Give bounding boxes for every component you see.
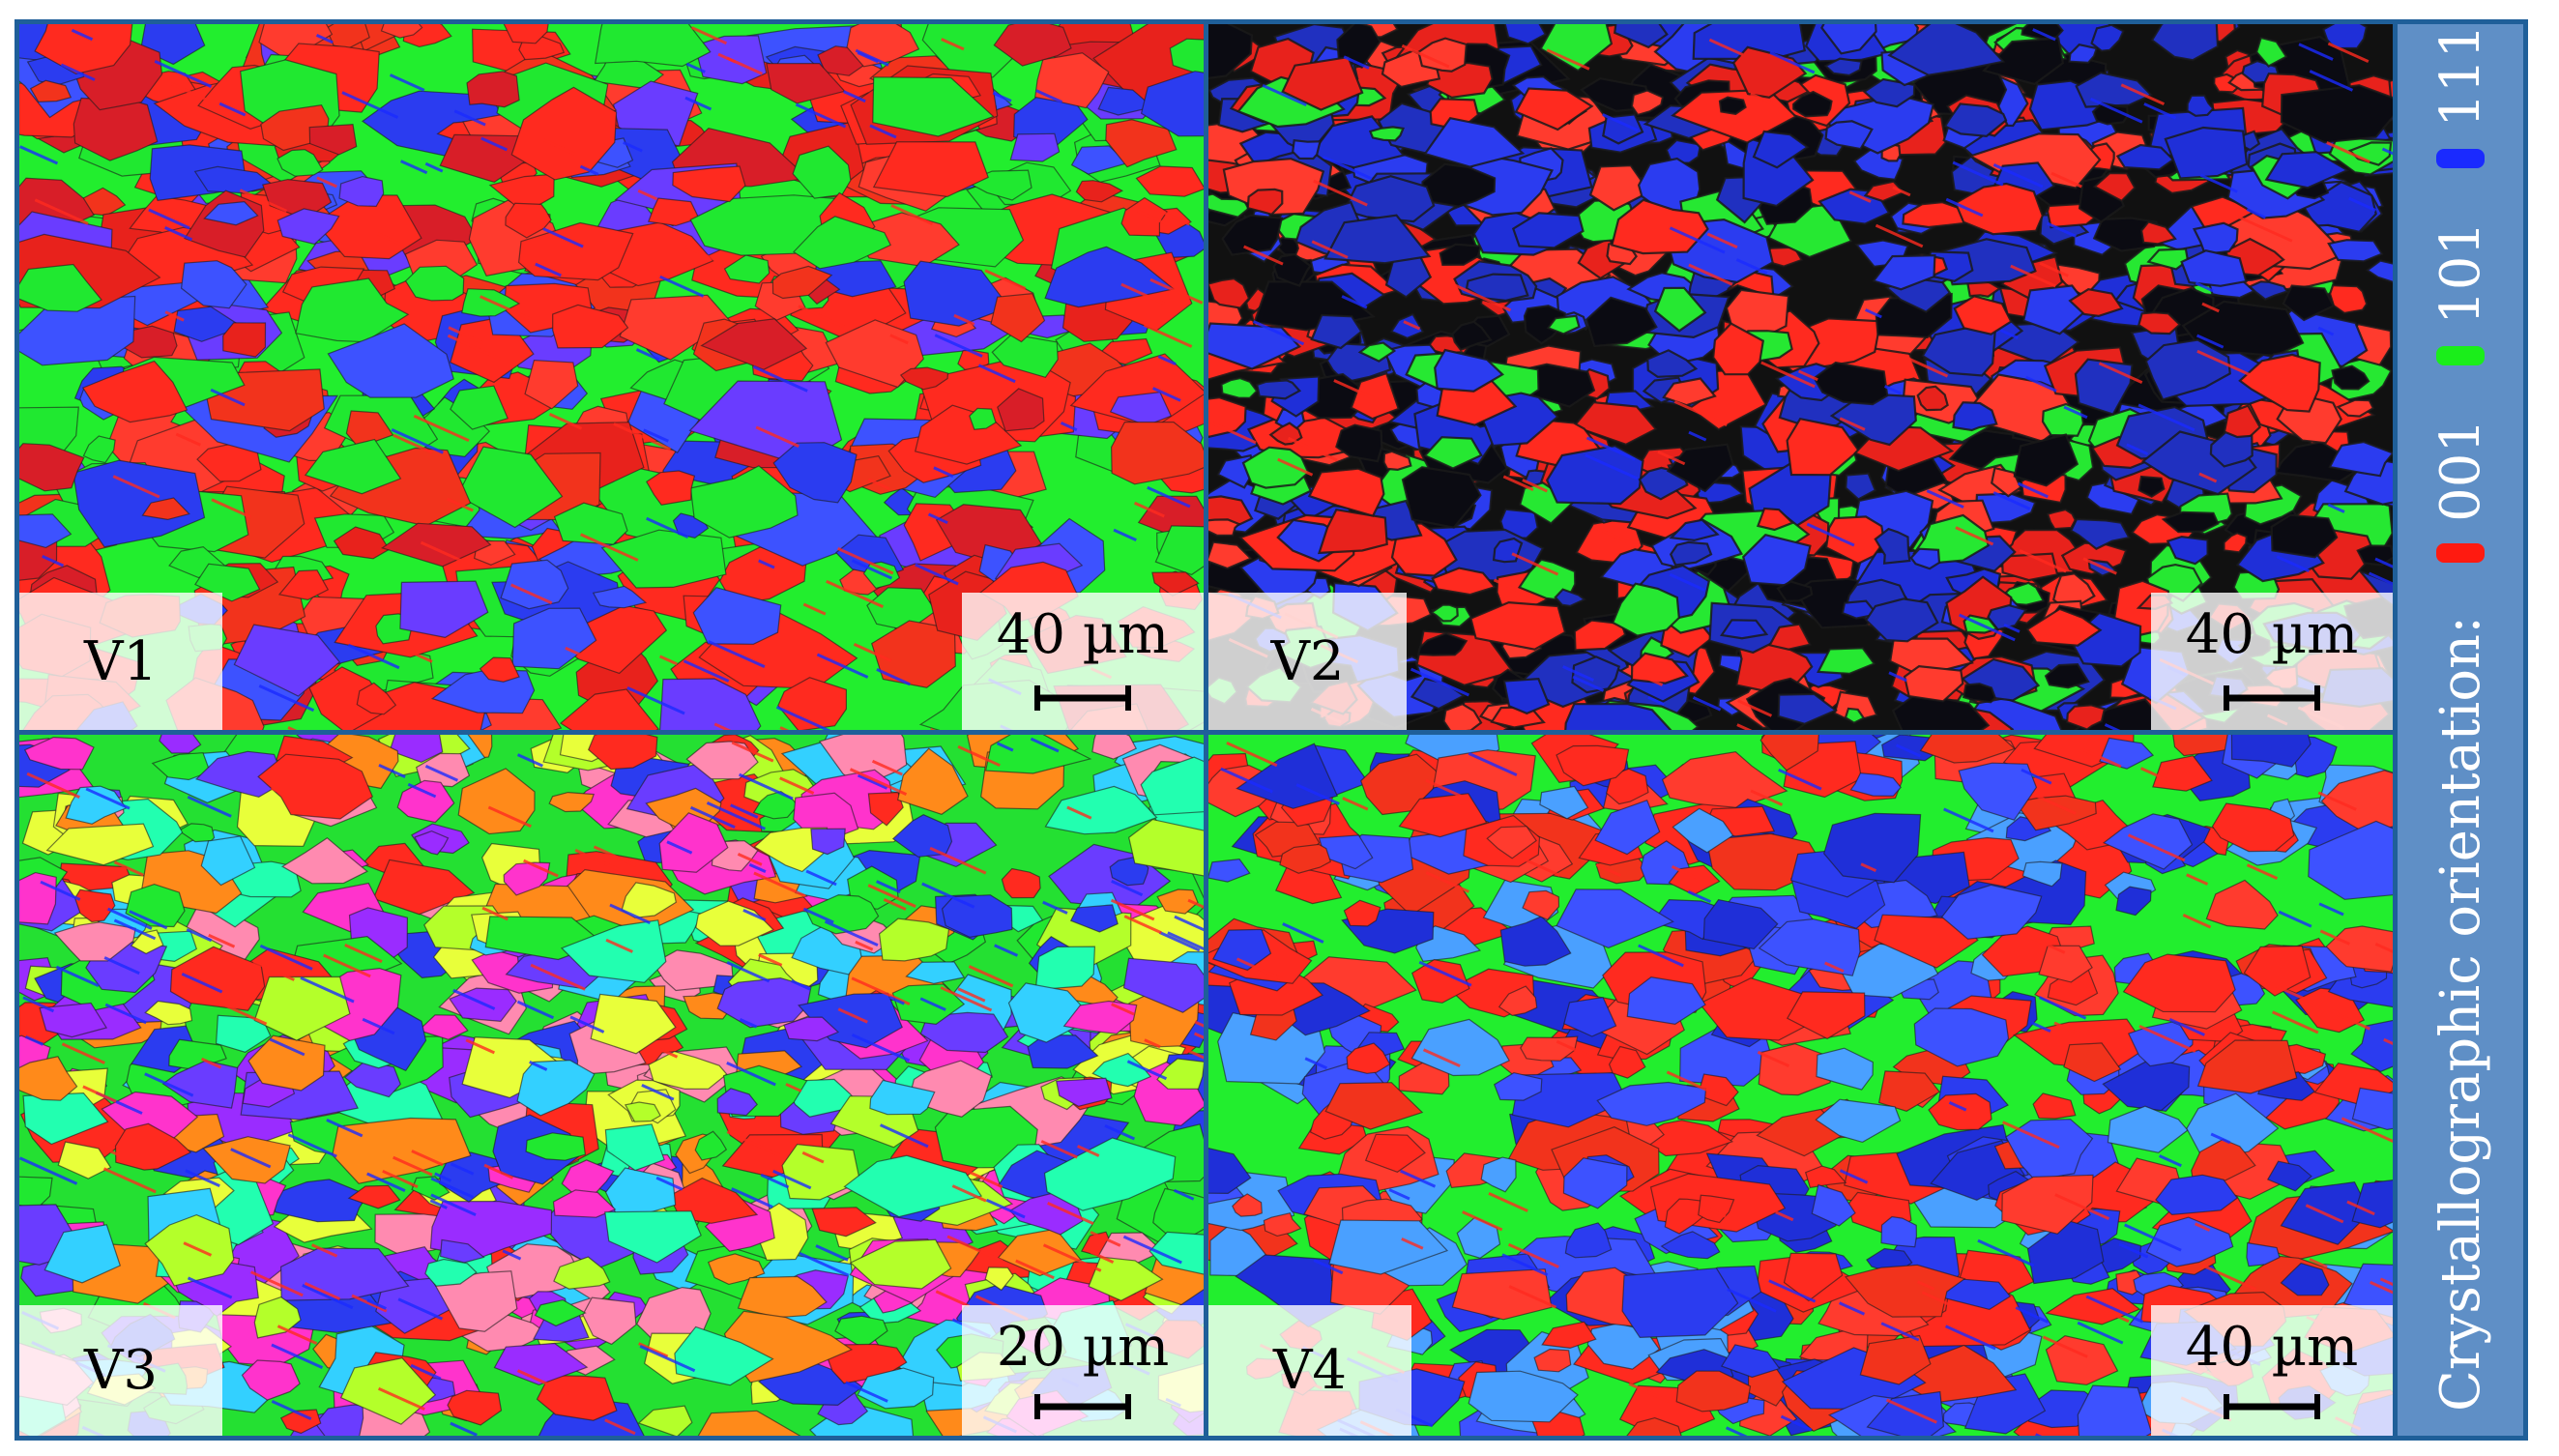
scale-label-v3: 20 µm: [996, 1316, 1170, 1379]
legend-inner: Crystallographic orientation: 001 101 11…: [2398, 24, 2523, 1436]
scale-bar-v4: 40 µm: [2151, 1305, 2393, 1436]
ebsd-map-v2: V2 40 µm: [1208, 24, 2393, 730]
scale-label-v1: 40 µm: [996, 603, 1170, 666]
ebsd-map-v3: V3 20 µm: [19, 735, 1204, 1436]
orientation-legend: Crystallographic orientation: 001 101 11…: [2398, 24, 2523, 1436]
ebsd-map-v4: V4 40 µm: [1208, 735, 2393, 1436]
panel-label-v3: V3: [19, 1305, 222, 1436]
legend-swatch-001: [2436, 542, 2485, 564]
grain-map-v4: [1208, 735, 2393, 1436]
legend-label-001: 001: [2428, 419, 2492, 522]
scale-bar-v3: 20 µm: [962, 1305, 1204, 1436]
scale-label-v4: 40 µm: [2185, 1316, 2359, 1379]
scale-bar-line-v1: [1034, 685, 1131, 711]
ebsd-map-v1: V1 40 µm: [19, 24, 1204, 730]
scale-bar-v1: 40 µm: [962, 593, 1204, 730]
panel-label-v4: V4: [1208, 1305, 1411, 1436]
scale-bar-line-v3: [1034, 1394, 1131, 1419]
scale-bar-v2: 40 µm: [2151, 593, 2393, 730]
legend-swatch-101: [2436, 345, 2485, 366]
legend-title: Crystallographic orientation:: [2428, 616, 2492, 1412]
panel-label-v2: V2: [1208, 593, 1407, 730]
scale-bar-line-v4: [2224, 1394, 2320, 1419]
scale-bar-line-v2: [2224, 685, 2320, 711]
scale-label-v2: 40 µm: [2185, 603, 2359, 666]
legend-swatch-111: [2436, 148, 2485, 168]
legend-label-111: 111: [2428, 23, 2492, 128]
panel-label-v1: V1: [19, 593, 222, 730]
legend-label-101: 101: [2428, 221, 2492, 325]
